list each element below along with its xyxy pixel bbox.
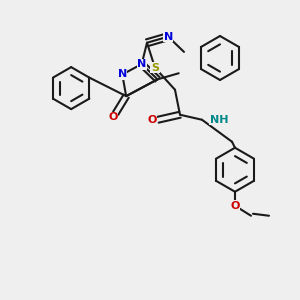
Text: O: O	[147, 115, 157, 125]
Text: S: S	[151, 63, 159, 73]
Text: N: N	[137, 59, 146, 69]
Text: NH: NH	[210, 115, 229, 125]
Text: O: O	[230, 201, 240, 211]
Text: O: O	[108, 112, 118, 122]
Text: N: N	[164, 32, 173, 42]
Text: N: N	[118, 70, 127, 80]
